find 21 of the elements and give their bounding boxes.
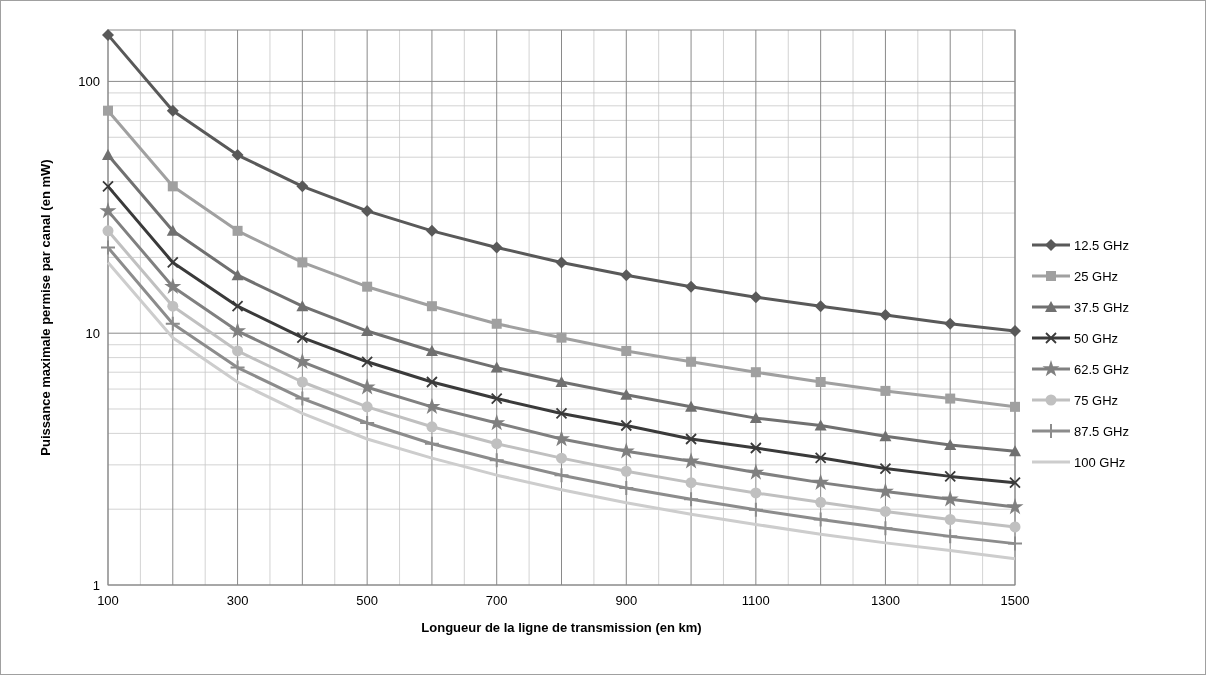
legend-label: 100 GHz [1074, 454, 1126, 470]
y-tick-label: 10 [85, 325, 100, 341]
x-tick-label: 1500 [1000, 593, 1030, 608]
legend-label: 87.5 GHz [1074, 423, 1129, 439]
legend-label: 50 GHz [1074, 330, 1119, 346]
x-axis-title: Longueur de la ligne de transmission (en km) [421, 620, 702, 635]
x-tick-label: 300 [226, 593, 249, 608]
legend-label: 75 GHz [1074, 392, 1119, 408]
y-tick-label: 100 [78, 73, 100, 89]
x-tick-label: 900 [615, 593, 638, 608]
legend-label: 25 GHz [1074, 268, 1119, 284]
y-axis-title: Puissance maximale permise par canal (en mW) [38, 159, 53, 456]
legend-label: 37.5 GHz [1074, 299, 1129, 315]
x-tick-label: 1300 [870, 593, 900, 608]
y-tick-label: 1 [92, 577, 100, 593]
x-tick-label: 1100 [741, 593, 770, 608]
legend-label: 62.5 GHz [1074, 361, 1129, 377]
x-tick-label: 700 [485, 593, 508, 608]
legend-label: 12.5 GHz [1074, 237, 1129, 253]
x-tick-label: 500 [356, 593, 378, 608]
x-tick-label: 100 [97, 593, 119, 608]
